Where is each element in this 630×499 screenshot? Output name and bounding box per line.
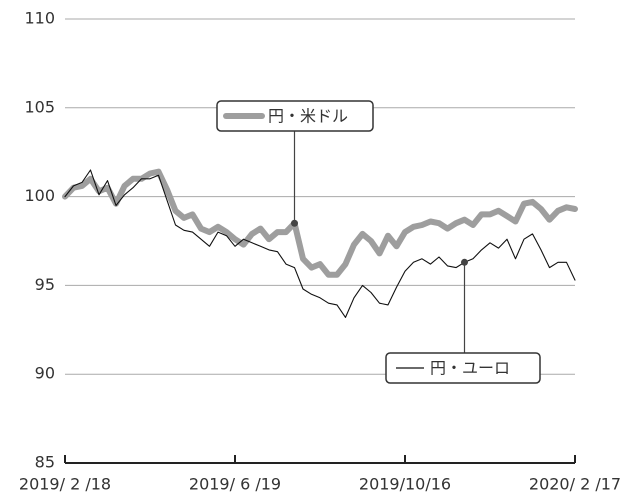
x-tick-label: 2020/ 2 /17 [529,475,621,494]
y-tick-label: 110 [24,9,55,28]
legend-box [216,100,374,132]
series-line [64,169,576,318]
y-tick-label: 105 [24,97,55,116]
legend-usd: 円・米ドル [216,100,374,132]
y-tick-label: 100 [24,186,55,205]
legend-label: 円・ユーロ [430,359,510,378]
legend-box [385,352,541,384]
legend-label: 円・米ドル [268,107,348,126]
y-tick-label: 85 [35,453,55,472]
leader-dot [291,219,298,227]
leader-dot [461,258,468,266]
series-line [62,168,578,278]
y-tick-label: 95 [35,275,55,294]
x-tick-label: 2019/10/16 [359,475,451,494]
x-tick-label: 2019/ 6 /19 [189,475,281,494]
legend-eur: 円・ユーロ [385,352,541,384]
x-tick-label: 2019/ 2 /18 [19,475,111,494]
y-tick-label: 90 [35,364,55,383]
